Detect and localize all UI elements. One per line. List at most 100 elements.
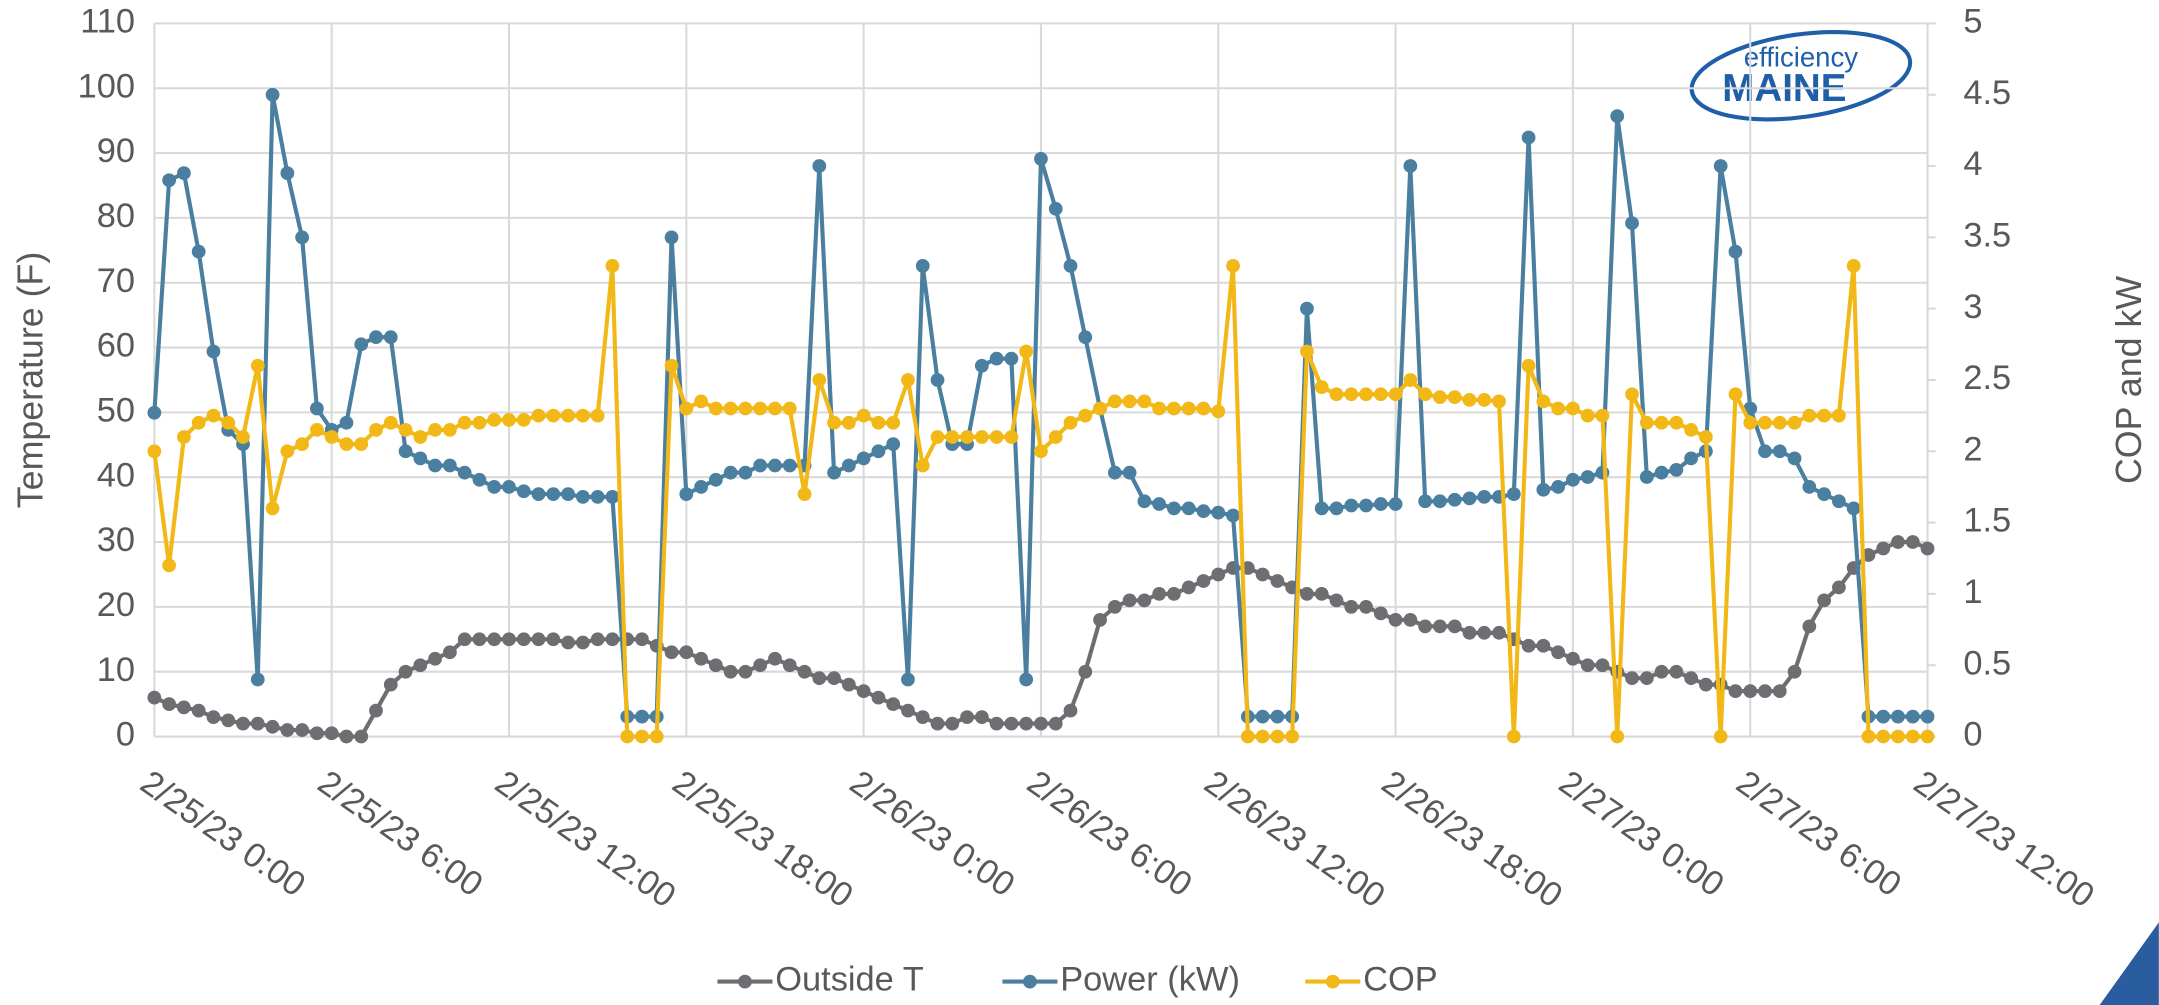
- legend-marker: [1325, 974, 1340, 989]
- data-point: [1846, 501, 1861, 516]
- data-point: [516, 484, 531, 499]
- x-tick-label: 2/27/23 6:00: [1729, 763, 1908, 904]
- data-point: [1580, 470, 1595, 484]
- data-point: [708, 472, 723, 487]
- data-point: [1639, 415, 1654, 430]
- data-point: [827, 415, 841, 430]
- data-point: [1107, 394, 1122, 409]
- data-point: [679, 645, 694, 660]
- data-point: [1063, 415, 1078, 430]
- data-point: [1772, 684, 1787, 699]
- data-point: [590, 490, 605, 504]
- data-point: [191, 244, 206, 259]
- data-point: [1728, 387, 1743, 402]
- data-point: [295, 723, 309, 737]
- data-point: [1595, 408, 1610, 423]
- data-point: [1920, 729, 1935, 744]
- data-point: [1196, 504, 1211, 519]
- data-point: [1255, 709, 1270, 724]
- data-point: [1566, 472, 1580, 487]
- data-point: [1063, 258, 1078, 273]
- data-point: [1506, 729, 1521, 744]
- data-point: [1359, 498, 1373, 513]
- data-point: [1551, 645, 1566, 660]
- data-point: [191, 703, 206, 718]
- data-point: [177, 700, 191, 715]
- data-point: [1314, 501, 1329, 516]
- y2-tick-label: 1.5: [1963, 502, 2011, 540]
- data-point: [1905, 709, 1920, 724]
- data-point: [974, 430, 989, 444]
- data-point: [1388, 387, 1403, 402]
- data-point: [1536, 638, 1551, 653]
- data-point: [1802, 480, 1817, 494]
- data-point: [428, 423, 442, 437]
- data-point: [1832, 408, 1846, 423]
- y2-tick-label: 3: [1963, 288, 1982, 326]
- data-point: [472, 472, 487, 487]
- data-point: [841, 458, 856, 473]
- data-point: [1787, 451, 1802, 466]
- data-point: [516, 413, 531, 427]
- legend-label: Outside T: [775, 961, 924, 999]
- data-point: [147, 690, 162, 705]
- data-point: [398, 444, 413, 459]
- data-point: [1373, 606, 1388, 621]
- y2-tick-label: 4: [1963, 145, 1982, 183]
- data-point: [1167, 401, 1181, 416]
- data-point: [1669, 415, 1684, 430]
- x-tick-label: 2/25/23 18:00: [665, 763, 859, 915]
- legend-label: Power (kW): [1060, 961, 1240, 999]
- data-point: [1639, 470, 1654, 484]
- data-point: [1270, 729, 1285, 744]
- data-point: [1684, 423, 1699, 437]
- data-point: [915, 458, 930, 473]
- data-point: [1639, 671, 1654, 686]
- data-point: [206, 408, 221, 423]
- data-point: [812, 671, 827, 686]
- data-point: [1595, 658, 1610, 673]
- data-point: [871, 444, 886, 459]
- data-point: [1891, 535, 1905, 549]
- x-tick-label: 2/25/23 12:00: [488, 763, 682, 915]
- data-point: [1048, 716, 1063, 731]
- data-point: [1373, 497, 1388, 511]
- data-point: [295, 437, 309, 452]
- data-point: [443, 423, 457, 437]
- data-point: [1418, 494, 1433, 509]
- data-point: [738, 465, 753, 480]
- logo: efficiency MAINE: [1689, 29, 1913, 122]
- data-point: [250, 672, 265, 687]
- data-point: [280, 166, 295, 181]
- y-axis-title: Temperature (F): [11, 252, 51, 509]
- data-point: [1920, 709, 1935, 724]
- data-point: [339, 729, 354, 744]
- y-tick-label: 0: [116, 716, 135, 754]
- data-point: [1551, 480, 1566, 494]
- data-point: [1654, 664, 1669, 679]
- data-point: [236, 716, 250, 731]
- data-point: [930, 373, 945, 387]
- data-point: [1743, 684, 1758, 699]
- data-point: [324, 430, 339, 444]
- data-point: [590, 632, 605, 647]
- data-point: [1329, 593, 1344, 608]
- data-point: [1211, 567, 1226, 582]
- data-point: [147, 444, 162, 459]
- data-point: [324, 726, 339, 741]
- data-point: [1654, 415, 1669, 430]
- data-point: [502, 632, 516, 647]
- data-point: [1654, 465, 1669, 480]
- data-point: [1625, 671, 1639, 686]
- data-point: [768, 401, 782, 416]
- data-point: [1255, 567, 1270, 582]
- data-point: [1551, 401, 1566, 416]
- data-point: [782, 401, 797, 416]
- x-tick-label: 2/26/23 12:00: [1197, 763, 1391, 915]
- data-point: [605, 632, 620, 647]
- data-point: [768, 651, 782, 666]
- data-point: [635, 729, 649, 744]
- y-tick-label: 50: [97, 391, 135, 429]
- data-point: [812, 373, 827, 387]
- x-tick-label: 2/25/23 6:00: [311, 763, 490, 904]
